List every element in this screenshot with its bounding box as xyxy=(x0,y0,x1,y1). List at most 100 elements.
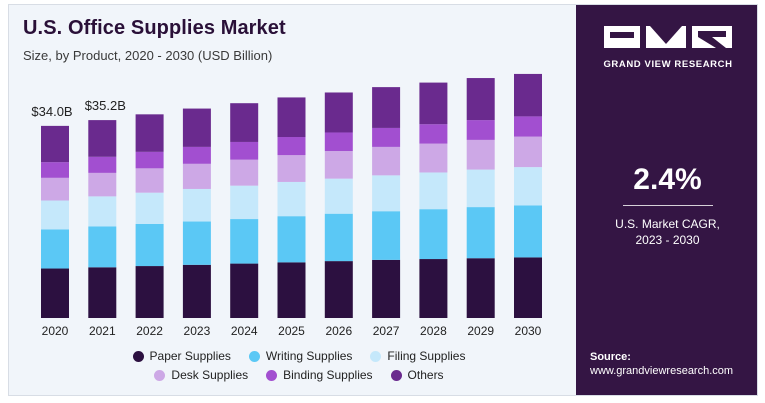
bar-segment-desk-supplies-2020 xyxy=(41,177,69,201)
bar-segment-desk-supplies-2022 xyxy=(135,168,164,193)
brand-logo: GRAND VIEW RESEARCH xyxy=(598,23,738,70)
x-tick-label: 2026 xyxy=(325,324,352,338)
legend-swatch-icon xyxy=(266,369,278,381)
cagr-label-line2: 2023 - 2030 xyxy=(635,233,700,247)
bar-segment-binding-supplies-2020 xyxy=(41,162,69,178)
bar-segment-others-2020 xyxy=(41,125,69,163)
bar-segment-filing-supplies-2028 xyxy=(419,172,448,210)
bar-segment-binding-supplies-2029 xyxy=(466,120,495,140)
bar-segment-desk-supplies-2025 xyxy=(277,155,306,182)
legend-swatch-icon xyxy=(248,350,260,362)
bar-segment-others-2028 xyxy=(419,82,448,125)
source-title: Source: xyxy=(590,351,631,363)
bar-segment-others-2022 xyxy=(135,114,164,152)
x-tick-label: 2023 xyxy=(184,324,211,338)
x-tick-label: 2021 xyxy=(89,324,116,338)
bar-segment-paper-supplies-2020 xyxy=(41,268,69,318)
legend-label: Binding Supplies xyxy=(283,368,373,382)
legend-item: Writing Supplies xyxy=(248,349,352,363)
bar-segment-paper-supplies-2029 xyxy=(466,258,495,318)
legend-item: Binding Supplies xyxy=(266,368,373,382)
bar-segment-filing-supplies-2027 xyxy=(372,175,401,212)
bar-segment-filing-supplies-2026 xyxy=(324,178,353,214)
bar-segment-desk-supplies-2028 xyxy=(419,143,448,173)
source-block: Source: www.grandviewresearch.com xyxy=(590,351,733,377)
chart-panel: U.S. Office Supplies Market Size, by Pro… xyxy=(9,5,576,395)
bar-segment-writing-supplies-2026 xyxy=(324,213,353,262)
bar-segment-writing-supplies-2023 xyxy=(182,221,211,265)
bar-segment-desk-supplies-2024 xyxy=(230,159,259,186)
bar-segment-writing-supplies-2020 xyxy=(41,229,69,269)
legend-row: Paper Supplies Writing Supplies Filing Sup… xyxy=(29,349,569,363)
legend-item: Paper Supplies xyxy=(132,349,231,363)
bar-segment-filing-supplies-2020 xyxy=(41,200,69,230)
x-tick-label: 2030 xyxy=(515,324,542,338)
bar-segment-binding-supplies-2028 xyxy=(419,124,448,144)
bar-segment-filing-supplies-2024 xyxy=(230,185,259,220)
bar-segment-binding-supplies-2021 xyxy=(88,156,117,173)
legend-row: Desk Supplies Binding Supplies Others xyxy=(29,368,569,382)
stacked-bar-chart: 2020 $34.0B 2021 $35.2B 2022 2023 2024 2025 2026… xyxy=(31,73,542,338)
bar-segment-paper-supplies-2026 xyxy=(324,261,353,318)
bar-segment-writing-supplies-2022 xyxy=(135,224,164,267)
legend-item: Others xyxy=(390,368,444,382)
bar-segment-binding-supplies-2022 xyxy=(135,151,164,169)
bar-segment-filing-supplies-2021 xyxy=(88,196,117,227)
x-tick-label: 2022 xyxy=(136,324,163,338)
bar-segment-desk-supplies-2023 xyxy=(182,163,211,189)
bar-segment-others-2030 xyxy=(514,73,542,117)
legend-label: Paper Supplies xyxy=(149,349,231,363)
chart-title: U.S. Office Supplies Market xyxy=(23,17,286,39)
x-tick-label: 2029 xyxy=(467,324,494,338)
bar-segment-filing-supplies-2025 xyxy=(277,181,306,217)
bar-segment-others-2025 xyxy=(277,97,306,138)
bar-segment-paper-supplies-2023 xyxy=(182,264,211,318)
bar-segment-paper-supplies-2022 xyxy=(135,266,164,318)
legend-item: Desk Supplies xyxy=(154,368,248,382)
legend-swatch-icon xyxy=(370,350,382,362)
bar-segment-writing-supplies-2030 xyxy=(514,205,542,258)
bar-segment-writing-supplies-2024 xyxy=(230,219,259,264)
bar-segment-writing-supplies-2029 xyxy=(466,207,495,259)
legend-swatch-icon xyxy=(132,350,144,362)
bar-segment-filing-supplies-2029 xyxy=(466,169,495,208)
bar-segment-others-2024 xyxy=(230,103,259,142)
legend-label: Desk Supplies xyxy=(171,368,249,382)
bar-segment-paper-supplies-2030 xyxy=(514,257,542,318)
bar-segment-others-2021 xyxy=(88,120,117,157)
bar-segment-binding-supplies-2023 xyxy=(182,146,211,164)
bar-segment-desk-supplies-2027 xyxy=(372,146,401,176)
source-url[interactable]: www.grandviewresearch.com xyxy=(590,365,734,377)
bar-segment-others-2023 xyxy=(182,108,211,147)
bar-segment-writing-supplies-2028 xyxy=(419,209,448,260)
bar-segment-binding-supplies-2027 xyxy=(372,127,401,147)
bar-segment-filing-supplies-2023 xyxy=(182,188,211,222)
bar-segment-binding-supplies-2030 xyxy=(514,116,542,137)
cagr-divider xyxy=(622,205,713,206)
cagr-block: 2.4% U.S. Market CAGR, 2023 - 2030 xyxy=(576,163,757,248)
x-tick-label: 2028 xyxy=(420,324,447,338)
total-value-label: $34.0B xyxy=(31,104,72,119)
bar-segment-desk-supplies-2026 xyxy=(324,151,353,179)
bar-segment-others-2026 xyxy=(324,92,353,133)
gvr-logo-icon xyxy=(604,26,732,48)
bar-segment-filing-supplies-2022 xyxy=(135,192,164,224)
bar-segment-binding-supplies-2025 xyxy=(277,137,306,156)
bar-segment-paper-supplies-2028 xyxy=(419,259,448,318)
bar-segment-binding-supplies-2026 xyxy=(324,132,353,152)
legend-swatch-icon xyxy=(390,369,402,381)
bar-segment-writing-supplies-2021 xyxy=(88,226,117,268)
bar-segment-others-2027 xyxy=(372,87,401,128)
bar-segment-paper-supplies-2027 xyxy=(372,259,401,318)
bar-segment-paper-supplies-2024 xyxy=(230,263,259,318)
bar-segment-paper-supplies-2025 xyxy=(277,262,306,318)
chart-subtitle: Size, by Product, 2020 - 2030 (USD Billi… xyxy=(23,48,273,63)
x-tick-label: 2024 xyxy=(231,324,258,338)
bar-segment-paper-supplies-2021 xyxy=(88,267,117,318)
legend-label: Others xyxy=(407,368,444,382)
x-tick-label: 2020 xyxy=(42,324,69,338)
chart-legend: Paper Supplies Writing Supplies Filing Sup… xyxy=(29,349,569,387)
bar-segment-desk-supplies-2021 xyxy=(88,172,117,197)
bar-segment-binding-supplies-2024 xyxy=(230,141,259,160)
